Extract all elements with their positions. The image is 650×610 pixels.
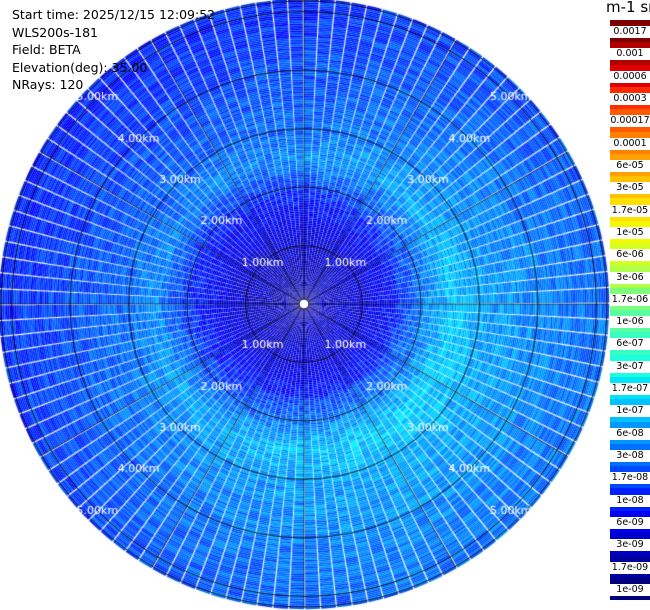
elevation: Elevation(deg): 35.00 [12,59,148,75]
colorbar: 0.0017 0.001 0.0006 0.0003 0.00017 0.0001 6e-0… [610,20,650,601]
colorbar-tick-label: 1.7e-06 [610,293,650,306]
colorbar-tick-label: 0.0006 [610,70,650,83]
colorbar-tick-label: 3e-05 [610,182,650,195]
colorbar-tick-label: 1e-07 [610,405,650,418]
colorbar-tick-label: 6e-06 [610,249,650,262]
colorbar-tick-label: 1.7e-08 [610,472,650,485]
colorbar-tick-label: 1e-06 [610,316,650,329]
instrument-id: WLS200s-181 [12,24,98,40]
colorbar-tick-label: 1.7e-07 [610,383,650,396]
colorbar-tick-label: 1e-09 [610,583,650,596]
colorbar-title: m-1 sr-1 [606,0,650,16]
colorbar-tick-label: 6e-05 [610,160,650,172]
colorbar-tick-label: 0.0017 [610,26,650,39]
colorbar-tick-label: 3e-09 [610,539,650,552]
scan-info: Start time: 2025/12/15 12:09:52 WLS200s-… [12,6,215,94]
colorbar-tick-label: 0.0001 [610,137,650,150]
colorbar-tick-label: 1e-05 [610,226,650,239]
colorbar-tick-label: 1.7e-05 [610,204,650,217]
colorbar-tick-label: 3e-06 [610,271,650,284]
colorbar-tick-label: 1.7e-09 [610,561,650,574]
ray-count: NRays: 120 [12,77,84,92]
colorbar-tick-label: 6e-08 [610,427,650,440]
colorbar-tick-label: 6e-09 [610,516,650,529]
colorbar-tick-label: 6e-07 [610,338,650,351]
colorbar-tick-label: 1e-08 [610,494,650,507]
field-name: Field: BETA [12,42,81,57]
colorbar-tick-label: 3e-07 [610,360,650,373]
start-time: Start time: 2025/12/15 12:09:52 [12,7,216,22]
ppi-scan-plot [0,0,610,610]
colorbar-tick-label: 0.00017 [610,115,650,128]
colorbar-tick-label: 0.0003 [610,93,650,106]
colorbar-tick-label: 0.001 [610,48,650,61]
colorbar-tick-label: 3e-08 [610,450,650,462]
